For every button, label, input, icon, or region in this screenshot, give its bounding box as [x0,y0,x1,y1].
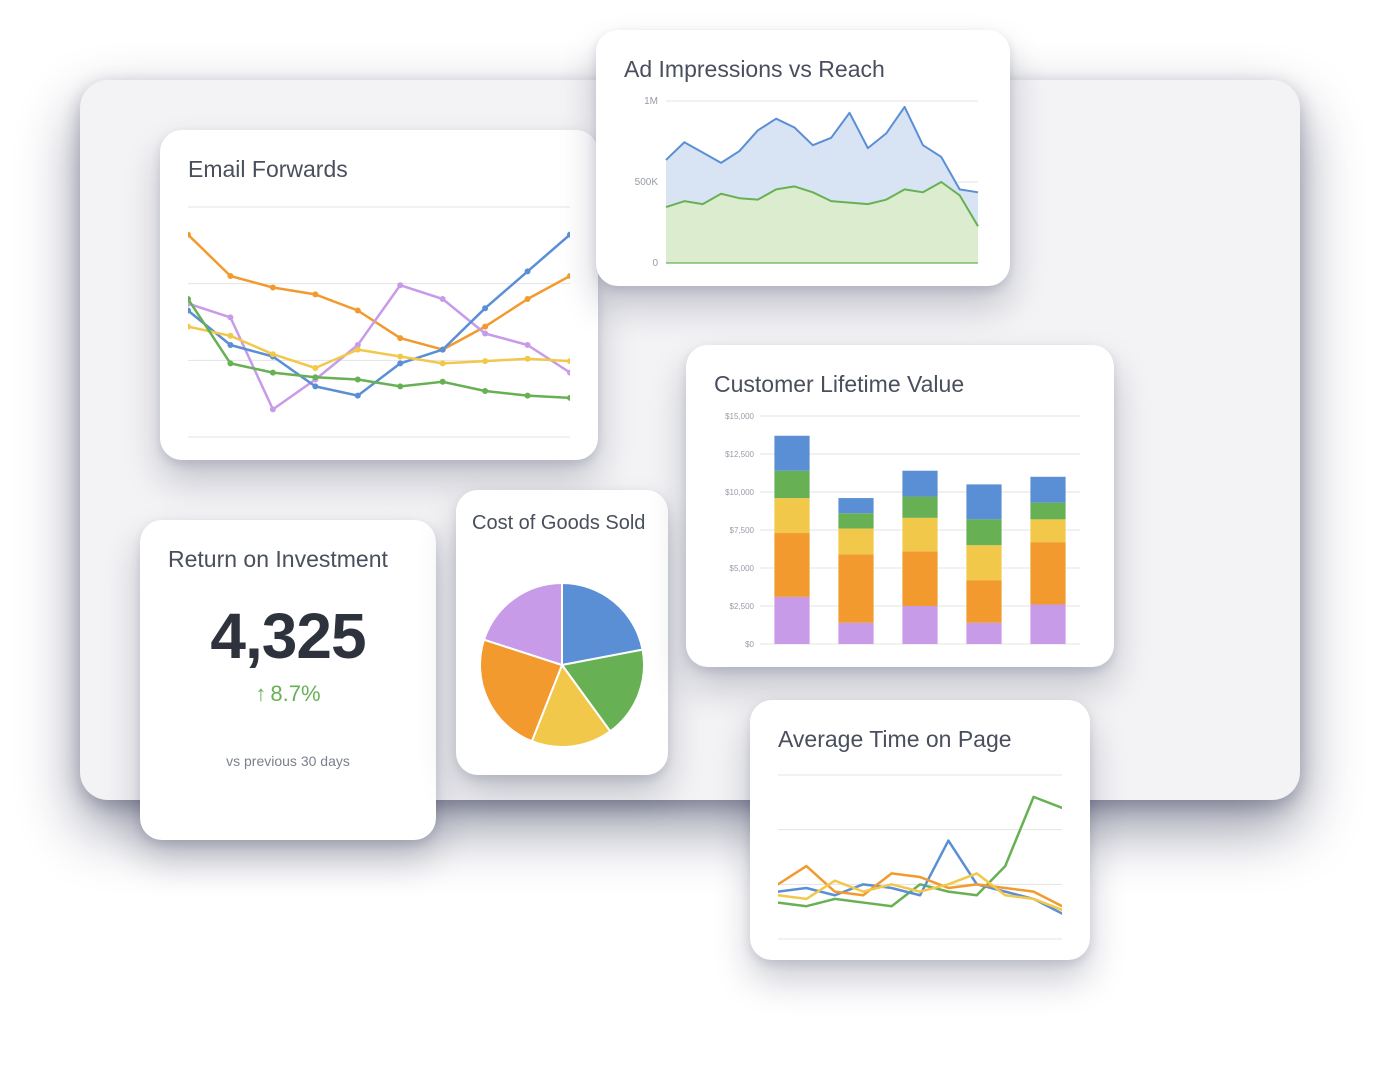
ad-impressions-title: Ad Impressions vs Reach [624,56,982,83]
dashboard-stage: Email Forwards Ad Impressions vs Reach 0… [0,0,1383,1080]
svg-text:$7,500: $7,500 [730,526,755,535]
svg-text:$10,000: $10,000 [725,488,754,497]
clv-chart: $0 $2,500 $5,000 $7,500 $10,000 $12,500 $15,00… [714,408,1086,658]
ad-impressions-chart: 0 500K 1M [624,93,982,273]
roi-card: Return on Investment 4,325 ↑8.7% vs prev… [140,520,436,840]
cogs-card: Cost of Goods Sold [456,490,668,775]
email-forwards-card: Email Forwards [160,130,598,460]
avg-time-chart [778,763,1062,947]
svg-text:500K: 500K [635,177,659,188]
svg-text:$2,500: $2,500 [730,602,755,611]
cogs-chart [472,545,652,755]
email-forwards-title: Email Forwards [188,156,570,183]
email-forwards-chart [188,193,570,443]
cogs-title: Cost of Goods Sold [472,512,652,535]
svg-text:$0: $0 [745,640,754,649]
svg-text:$15,000: $15,000 [725,412,754,421]
roi-caption: vs previous 30 days [168,753,408,769]
avg-time-card: Average Time on Page [750,700,1090,960]
clv-title: Customer Lifetime Value [714,371,1086,398]
ad-impressions-card: Ad Impressions vs Reach 0 500K 1M [596,30,1010,286]
svg-text:0: 0 [652,258,658,269]
roi-title: Return on Investment [168,546,408,573]
arrow-up-icon: ↑ [255,681,266,707]
clv-card: Customer Lifetime Value $0 $2,500 $5,000 $7… [686,345,1114,667]
roi-value: 4,325 [168,599,408,673]
roi-delta-value: 8.7% [270,681,320,706]
svg-text:1M: 1M [644,96,658,107]
avg-time-title: Average Time on Page [778,726,1062,753]
svg-text:$12,500: $12,500 [725,450,754,459]
svg-text:$5,000: $5,000 [730,564,755,573]
roi-delta: ↑8.7% [168,681,408,707]
